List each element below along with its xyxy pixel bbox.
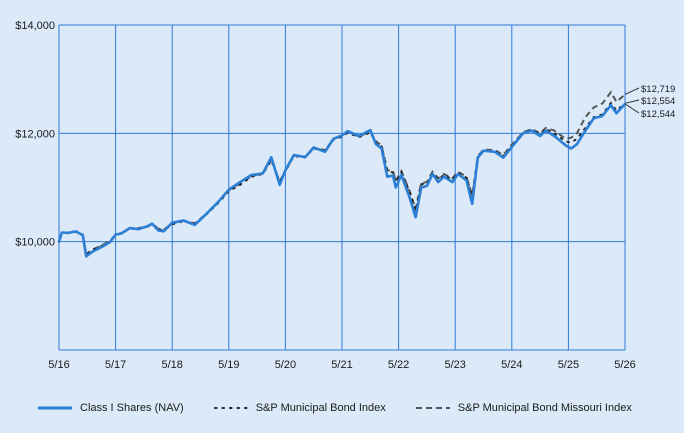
x-tick-label: 5/26: [614, 359, 635, 371]
y-tick-label: $14,000: [15, 20, 55, 32]
x-tick-label: 5/20: [275, 359, 296, 371]
series-lines: [57, 90, 626, 258]
x-tick-label: 5/22: [388, 359, 409, 371]
y-tick-label: $12,000: [15, 128, 55, 140]
end-label-leader: [624, 87, 640, 95]
x-tick-label: 5/24: [501, 359, 522, 371]
legend-item-broad-index: S&P Municipal Bond Index: [213, 402, 386, 414]
x-tick-label: 5/25: [558, 359, 579, 371]
legend-label-broad-index: S&P Municipal Bond Index: [255, 402, 386, 414]
legend: Class I Shares (NAV) S&P Municipal Bond …: [38, 398, 632, 418]
end-value-label: $12,719: [641, 84, 675, 95]
end-value-label: $12,554: [641, 96, 675, 107]
legend-item-state-index: S&P Municipal Bond Missouri Index: [415, 402, 632, 414]
x-tick-label: 5/23: [444, 359, 465, 371]
x-tick-label: 5/16: [48, 359, 69, 371]
legend-swatch-solid: [38, 406, 72, 410]
end-value-label: $12,544: [641, 109, 675, 120]
x-tick-label: 5/17: [105, 359, 126, 371]
x-axis-ticks: 5/16 5/17 5/18 5/19 5/20 5/21 5/22 5/23 5/24 5/25…: [48, 359, 635, 371]
series-line-solid: [57, 103, 626, 258]
grid: [58, 24, 626, 351]
end-label-leader: [624, 99, 640, 104]
end-label-leader: [624, 103, 640, 114]
y-tick-label: $10,000: [15, 237, 55, 249]
x-tick-label: 5/18: [161, 359, 182, 371]
y-axis-ticks: $10,000 $12,000 $14,000: [15, 20, 55, 249]
legend-item-fund: Class I Shares (NAV): [38, 402, 184, 414]
end-value-labels: $12,719$12,554 $12,544: [624, 84, 675, 120]
legend-label-state-index: S&P Municipal Bond Missouri Index: [457, 402, 632, 414]
x-tick-label: 5/19: [218, 359, 239, 371]
legend-swatch-dashed: [415, 407, 450, 409]
x-tick-label: 5/21: [331, 359, 352, 371]
legend-label-fund: Class I Shares (NAV): [80, 402, 184, 414]
legend-swatch-dotted: [213, 407, 248, 409]
